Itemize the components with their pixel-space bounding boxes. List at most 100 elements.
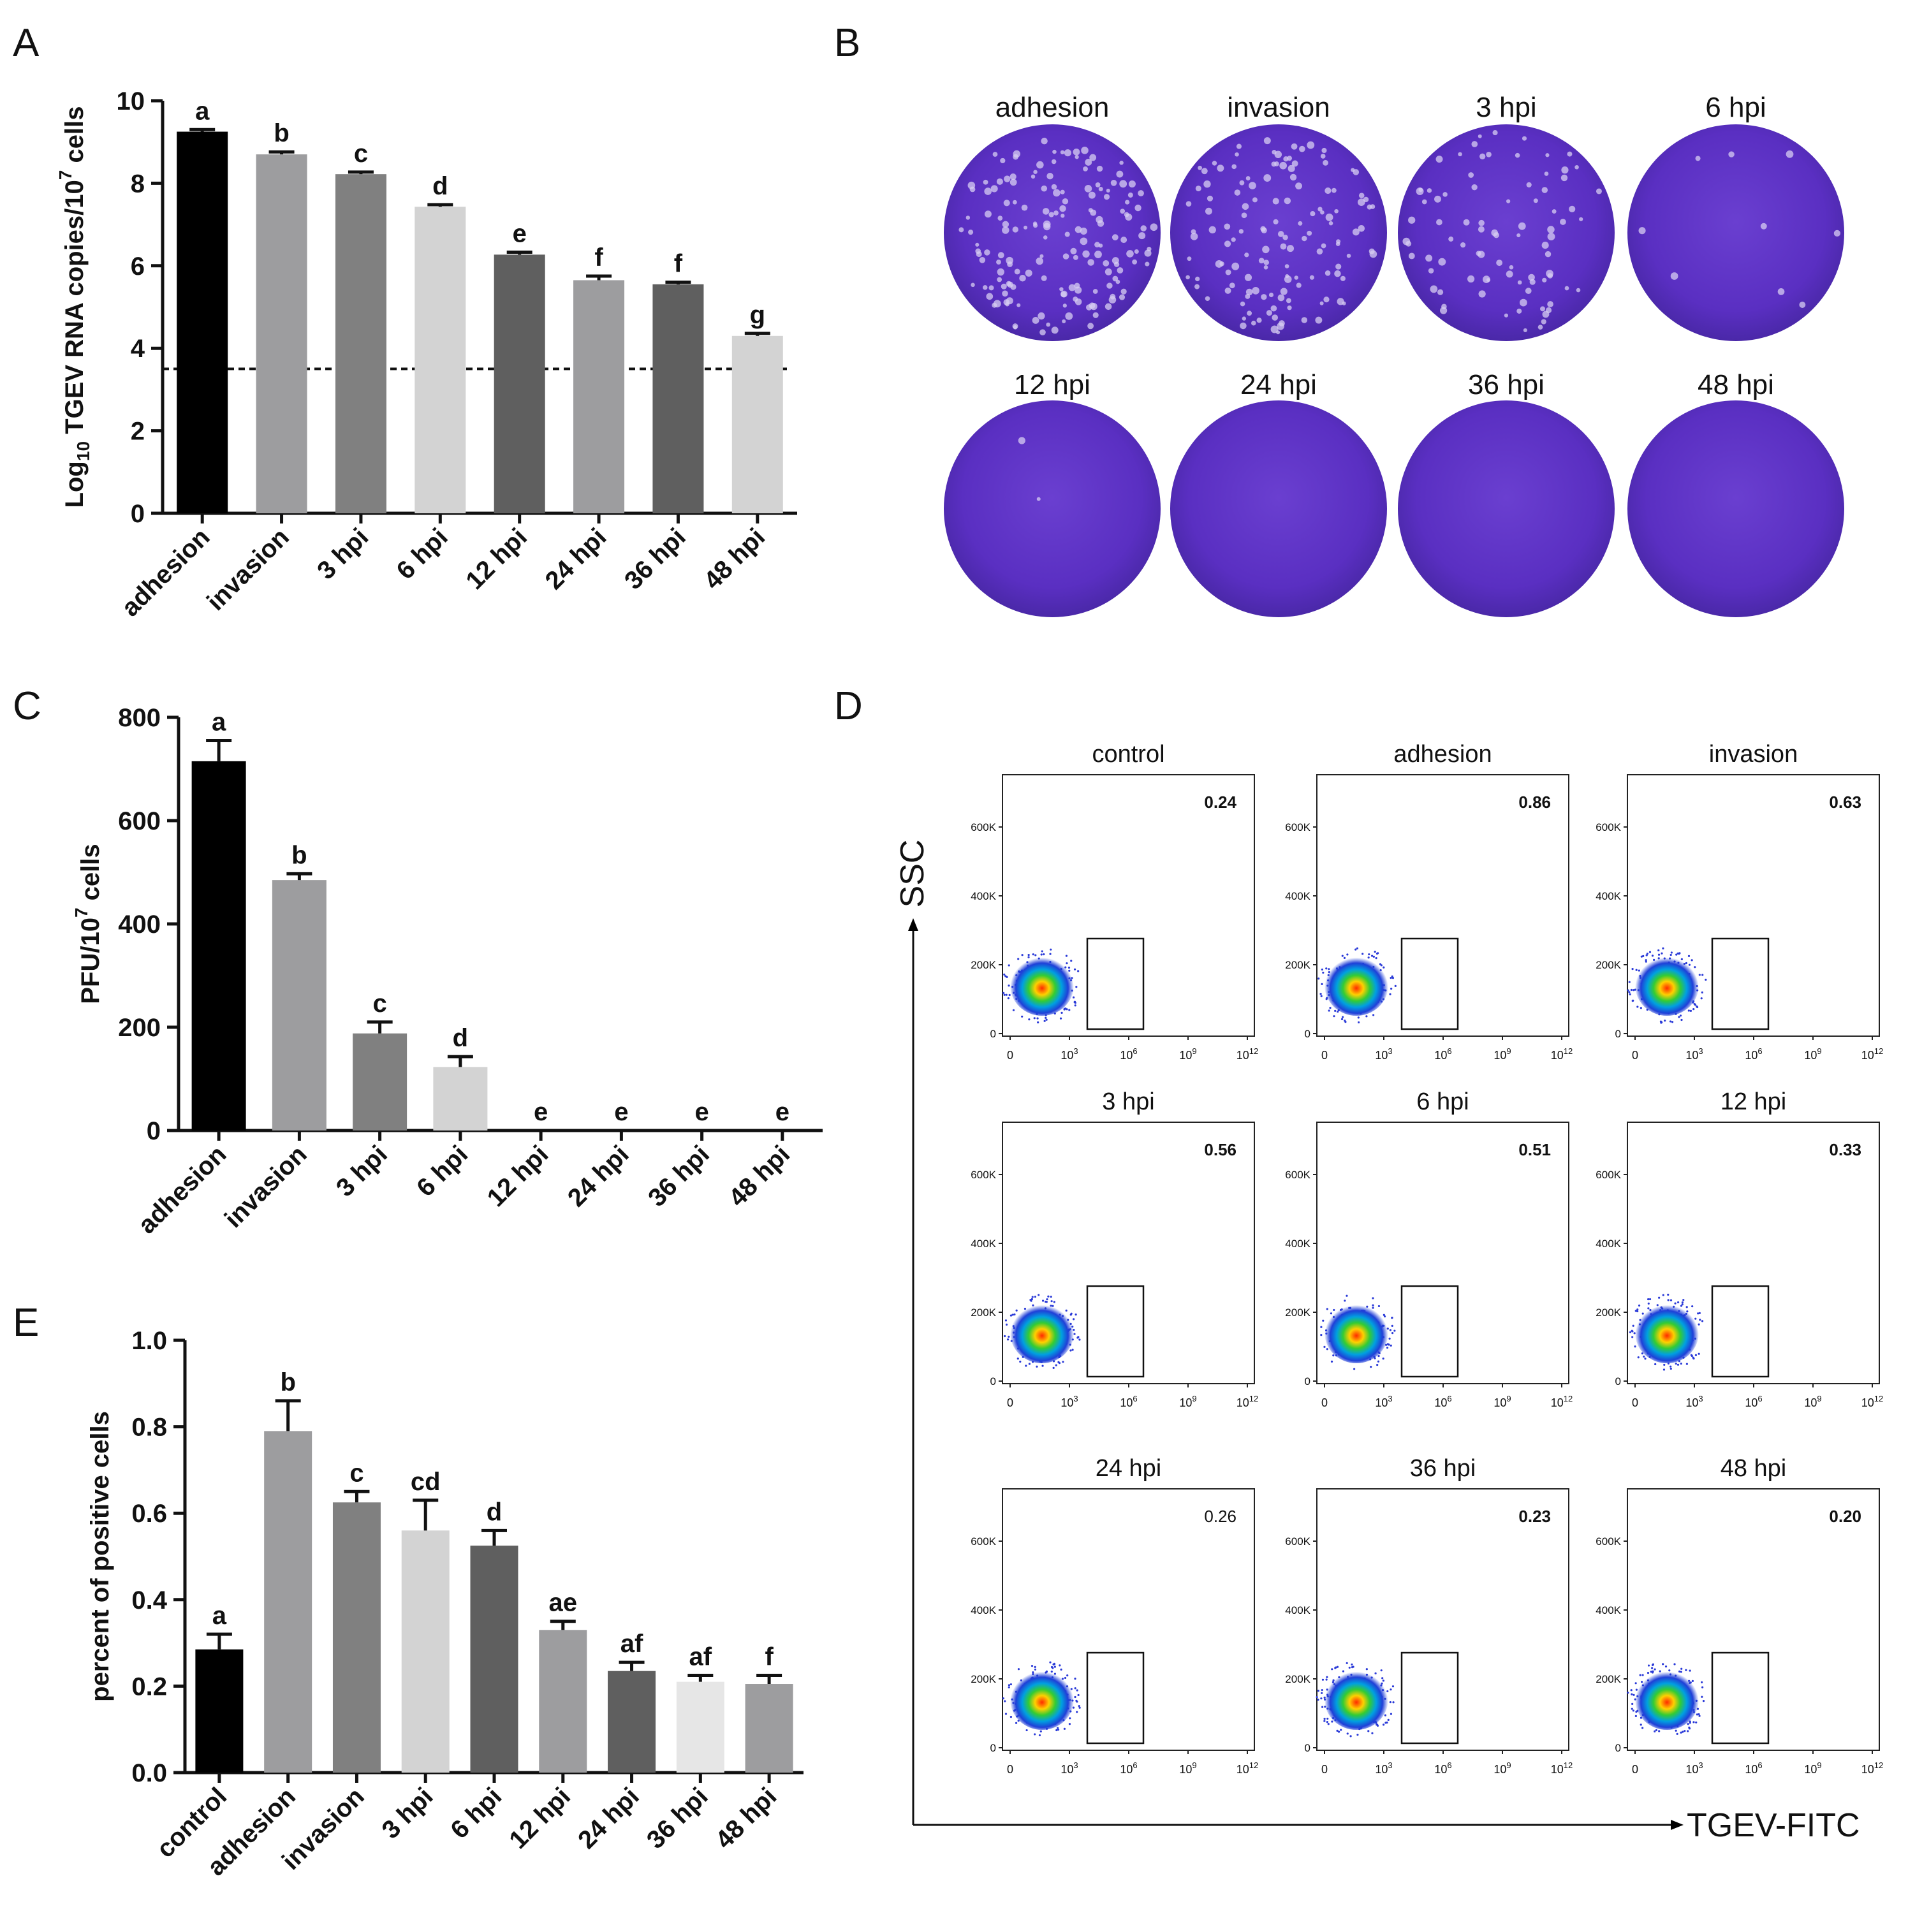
- flow-event-dot: [1015, 1309, 1018, 1312]
- flow-event-dot: [1660, 1021, 1662, 1024]
- plaque-spot: [1342, 301, 1346, 305]
- plaque-spot: [1150, 223, 1158, 231]
- plaque-spot: [1263, 174, 1272, 182]
- flow-event-dot: [1004, 1713, 1008, 1715]
- y-tick-label: 0.2: [131, 1672, 167, 1701]
- flow-event-dot: [1012, 1009, 1015, 1011]
- flow-event-dot: [1390, 977, 1392, 979]
- flow-event-dot: [1338, 1731, 1340, 1733]
- flow-event-dot: [1630, 1689, 1633, 1692]
- flow-event-dot: [1321, 983, 1323, 985]
- plaque-spot: [1092, 289, 1098, 294]
- flow-event-dot: [1041, 1299, 1045, 1302]
- flow-y-tick-label: 600K: [1285, 1535, 1310, 1548]
- flow-event-dot: [1382, 1723, 1385, 1726]
- significance-letter: b: [291, 841, 307, 869]
- bar: [332, 1502, 381, 1773]
- flow-event-dot: [1390, 1688, 1392, 1691]
- plaque-spot: [1321, 147, 1327, 154]
- plaque-spot: [1564, 286, 1569, 291]
- plaque-spot: [1471, 184, 1478, 191]
- flow-event-dot: [1323, 1720, 1326, 1722]
- plaque-spot: [1240, 322, 1247, 330]
- plaque-spot: [1434, 195, 1441, 203]
- flow-event-dot: [1076, 1701, 1078, 1703]
- plaque-spot: [1238, 229, 1244, 234]
- plaque-spot: [1270, 325, 1279, 333]
- flow-event-dot: [1662, 1663, 1664, 1665]
- plaque-spot: [1334, 209, 1339, 214]
- plaque-spot: [988, 285, 994, 291]
- flow-event-dot: [1017, 1668, 1020, 1671]
- flow-event-dot: [1633, 1694, 1635, 1696]
- flow-event-dot: [1025, 1729, 1028, 1732]
- flow-x-tick-label: 109: [1493, 1046, 1511, 1062]
- label-part: cells: [77, 844, 105, 907]
- x-tick-label: invasion: [219, 1140, 312, 1233]
- flow-event-dot: [1322, 971, 1325, 974]
- plaque-spot: [1115, 279, 1120, 284]
- plaque-spot: [1039, 254, 1044, 258]
- plaque-spot: [1517, 280, 1522, 285]
- panel-letter-c: C: [13, 684, 41, 728]
- plaque-spot: [1051, 159, 1057, 165]
- plaque-spot: [1060, 214, 1065, 218]
- flow-event-dot: [1317, 1689, 1320, 1692]
- flow-event-dot: [1070, 960, 1073, 962]
- plaque-spot: [1244, 274, 1252, 281]
- plaque-spot: [1291, 143, 1298, 150]
- plaque-spot: [1012, 226, 1019, 233]
- flow-event-dot: [1017, 958, 1020, 960]
- plaque-well: [944, 400, 1161, 617]
- flow-y-tick-label: 600K: [971, 1535, 996, 1548]
- plaque-spot: [1334, 270, 1341, 277]
- flow-event-dot: [1033, 1017, 1036, 1020]
- flow-event-dot: [1695, 1721, 1698, 1723]
- flow-density-cloud: [1010, 1669, 1074, 1730]
- flow-event-dot: [1658, 1296, 1661, 1299]
- plaque-spot: [1090, 303, 1097, 311]
- flow-event-dot: [1008, 1335, 1010, 1338]
- flow-event-dot: [1027, 954, 1030, 956]
- plaque-spot: [1018, 437, 1025, 444]
- flow-event-dot: [1034, 1296, 1036, 1298]
- plaque-spot: [1240, 301, 1245, 307]
- flow-event-dot: [1031, 1296, 1034, 1298]
- x-tick-label: adhesion: [133, 1140, 231, 1239]
- plaque-spot: [1006, 281, 1012, 287]
- flow-event-dot: [1698, 1352, 1700, 1355]
- flow-event-dot: [1008, 993, 1011, 997]
- significance-letter: c: [349, 1459, 363, 1487]
- label-part: 10: [1375, 1396, 1388, 1409]
- flow-event-dot: [1327, 1723, 1330, 1725]
- plaque-spot: [1416, 187, 1424, 196]
- plaque-spot: [1225, 269, 1231, 275]
- y-tick-label: 0.0: [131, 1759, 167, 1787]
- label-part: 10: [1861, 1396, 1874, 1409]
- flow-event-dot: [1645, 954, 1648, 956]
- x-tick-label: 24 hpi: [562, 1140, 635, 1212]
- flow-event-dot: [1630, 988, 1633, 992]
- flow-plot-title: 12 hpi: [1721, 1088, 1787, 1115]
- flow-event-dot: [1689, 1009, 1692, 1012]
- flow-event-dot: [1004, 1700, 1006, 1702]
- flow-event-dot: [1652, 1663, 1654, 1665]
- y-tick-label: 0.4: [131, 1586, 167, 1614]
- flow-event-dot: [1633, 989, 1635, 992]
- flow-gate: [1086, 1285, 1145, 1378]
- label-part: 3: [1388, 1394, 1392, 1403]
- flow-event-dot: [1057, 1729, 1060, 1731]
- plaque-spot: [1560, 174, 1568, 182]
- flow-event-dot: [1065, 1309, 1068, 1312]
- plaque-spot: [1080, 237, 1088, 245]
- flow-event-dot: [1696, 1713, 1698, 1716]
- flow-event-dot: [1680, 1731, 1682, 1734]
- plaque-spot: [1128, 180, 1136, 188]
- plaque-spot: [1486, 151, 1492, 157]
- flow-event-dot: [1319, 993, 1322, 995]
- flow-event-dot: [1321, 968, 1323, 971]
- flow-event-dot: [1331, 1720, 1333, 1723]
- bar: [272, 880, 327, 1131]
- flow-event-dot: [1009, 1716, 1013, 1718]
